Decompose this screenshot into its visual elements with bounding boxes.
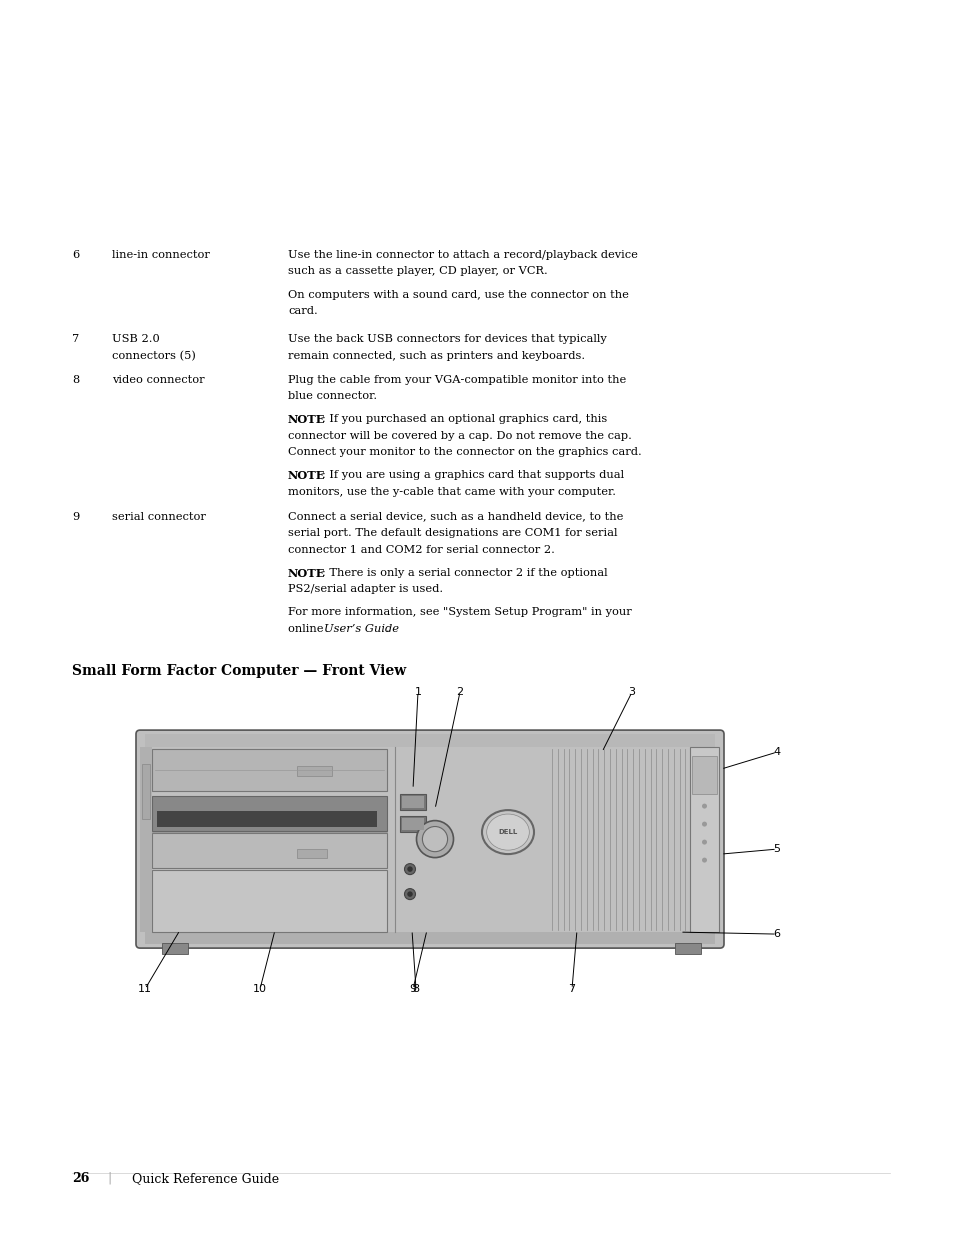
Text: NOTE: NOTE	[288, 471, 325, 482]
Bar	[296, 848, 327, 857]
Circle shape	[416, 820, 453, 857]
Ellipse shape	[481, 810, 534, 855]
Bar	[145, 734, 714, 747]
Text: Use the back USB connectors for devices that typically: Use the back USB connectors for devices …	[288, 335, 606, 345]
Bar	[162, 944, 188, 955]
Text: 8: 8	[412, 984, 419, 994]
Bar	[152, 797, 387, 831]
Text: Quick Reference Guide: Quick Reference Guide	[132, 1172, 279, 1186]
Text: 7: 7	[568, 984, 575, 994]
Bar	[296, 767, 332, 777]
Text: NOTE: NOTE	[288, 568, 325, 579]
Text: Use the line-in connector to attach a record/playback device: Use the line-in connector to attach a re…	[288, 249, 638, 261]
Text: 6: 6	[71, 249, 79, 261]
Bar	[157, 811, 376, 827]
Bar	[401, 818, 423, 830]
Text: serial connector: serial connector	[112, 511, 206, 521]
Bar	[401, 797, 423, 808]
Text: 6: 6	[773, 929, 780, 939]
Text: On computers with a sound card, use the connector on the: On computers with a sound card, use the …	[288, 289, 628, 300]
Text: connector will be covered by a cap. Do not remove the cap.: connector will be covered by a cap. Do n…	[288, 431, 631, 441]
Bar	[399, 794, 426, 810]
Circle shape	[407, 866, 413, 872]
Circle shape	[404, 889, 416, 899]
Text: User’s Guide: User’s Guide	[324, 624, 398, 634]
Text: : There is only a serial connector 2 if the optional: : There is only a serial connector 2 if …	[322, 568, 607, 578]
Text: 7: 7	[71, 335, 79, 345]
Text: 9: 9	[409, 984, 416, 994]
Text: USB 2.0: USB 2.0	[112, 335, 159, 345]
Text: monitors, use the y-cable that came with your computer.: monitors, use the y-cable that came with…	[288, 487, 616, 496]
Text: 11: 11	[138, 984, 152, 994]
Bar	[140, 747, 152, 932]
FancyBboxPatch shape	[136, 730, 723, 948]
Text: : If you purchased an optional graphics card, this: : If you purchased an optional graphics …	[322, 414, 607, 424]
Text: For more information, see "System Setup Program" in your: For more information, see "System Setup …	[288, 608, 631, 618]
Text: Small Form Factor Computer — Front View: Small Form Factor Computer — Front View	[71, 664, 406, 678]
Text: video connector: video connector	[112, 374, 204, 384]
Bar	[691, 756, 717, 794]
Bar	[142, 764, 150, 819]
Text: 5: 5	[773, 844, 780, 855]
Text: such as a cassette player, CD player, or VCR.: such as a cassette player, CD player, or…	[288, 267, 547, 277]
Circle shape	[701, 857, 706, 862]
Text: line-in connector: line-in connector	[112, 249, 210, 261]
Bar	[152, 750, 387, 792]
Text: 8: 8	[71, 374, 79, 384]
Text: Connect a serial device, such as a handheld device, to the: Connect a serial device, such as a handh…	[288, 511, 622, 521]
Text: 9: 9	[71, 511, 79, 521]
Ellipse shape	[486, 814, 529, 850]
Circle shape	[701, 804, 706, 809]
Circle shape	[422, 826, 447, 852]
Bar	[399, 816, 426, 832]
Text: 4: 4	[773, 747, 780, 757]
Circle shape	[404, 863, 416, 874]
Text: 2: 2	[456, 687, 463, 697]
Circle shape	[407, 892, 413, 897]
Text: connector 1 and COM2 for serial connector 2.: connector 1 and COM2 for serial connecto…	[288, 545, 555, 555]
Bar	[145, 932, 714, 944]
Text: Plug the cable from your VGA-compatible monitor into the: Plug the cable from your VGA-compatible …	[288, 374, 625, 384]
Bar	[689, 747, 719, 932]
Text: : If you are using a graphics card that supports dual: : If you are using a graphics card that …	[322, 471, 623, 480]
Text: DELL: DELL	[497, 829, 517, 835]
Text: 3: 3	[628, 687, 635, 697]
Text: serial port. The default designations are COM1 for serial: serial port. The default designations ar…	[288, 529, 617, 538]
Bar	[152, 871, 387, 932]
Text: online: online	[288, 624, 327, 634]
Text: 10: 10	[253, 984, 267, 994]
Text: Connect your monitor to the connector on the graphics card.: Connect your monitor to the connector on…	[288, 447, 641, 457]
Text: 26: 26	[71, 1172, 90, 1186]
Text: blue connector.: blue connector.	[288, 391, 376, 401]
Text: connectors (5): connectors (5)	[112, 351, 195, 362]
Bar	[152, 834, 387, 868]
Text: PS2/serial adapter is used.: PS2/serial adapter is used.	[288, 584, 442, 594]
Circle shape	[701, 840, 706, 845]
Circle shape	[701, 821, 706, 826]
Text: .: .	[386, 624, 390, 634]
Text: 1: 1	[414, 687, 421, 697]
Text: card.: card.	[288, 306, 317, 316]
Text: |: |	[107, 1172, 112, 1186]
Bar	[675, 944, 700, 955]
Text: remain connected, such as printers and keyboards.: remain connected, such as printers and k…	[288, 351, 584, 361]
Text: NOTE: NOTE	[288, 414, 325, 425]
